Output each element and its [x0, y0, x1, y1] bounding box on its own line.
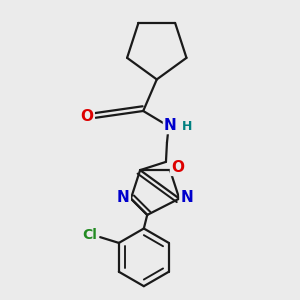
Text: N: N	[180, 190, 193, 206]
Text: O: O	[81, 109, 94, 124]
Text: N: N	[117, 190, 130, 206]
Text: O: O	[171, 160, 184, 175]
Text: H: H	[182, 120, 193, 134]
Text: N: N	[164, 118, 177, 133]
Text: Cl: Cl	[82, 228, 98, 242]
